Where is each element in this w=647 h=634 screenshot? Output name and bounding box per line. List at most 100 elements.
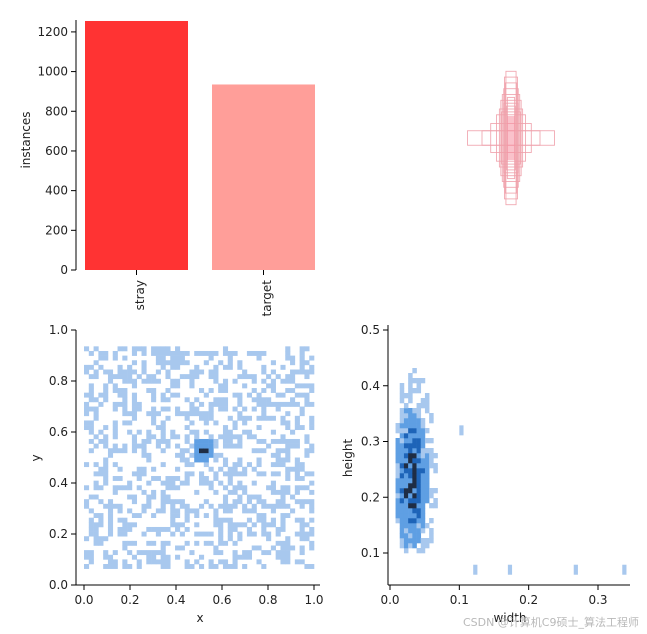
- xy-density-cell: [285, 425, 291, 431]
- xy-density-cell: [222, 462, 229, 468]
- xy-density-cell: [103, 476, 109, 481]
- wh-density-cell: [420, 443, 426, 449]
- wh-density-cell: [416, 468, 422, 474]
- wh-density-cell: [408, 463, 413, 469]
- xy-density-cell: [275, 392, 281, 398]
- xy-density-cell: [122, 406, 128, 412]
- xy-density-cell: [88, 508, 94, 514]
- xy-density-cell: [237, 471, 243, 477]
- xy-density-cell: [122, 392, 128, 398]
- xy-density-cell: [270, 415, 276, 421]
- xy-density-cell: [179, 499, 185, 505]
- wh-density-cell: [412, 478, 417, 484]
- xy-density-cell: [88, 554, 94, 560]
- xy-density-cell: [179, 360, 185, 366]
- wh-density-cell: [412, 518, 417, 524]
- xy-density-cell: [242, 503, 248, 509]
- xy-density-cell: [290, 466, 296, 472]
- xy-density-cell: [285, 411, 291, 417]
- xy-density-cell: [285, 536, 291, 542]
- xy-density-cell: [242, 429, 248, 435]
- xy-density-cell: [93, 522, 99, 528]
- wh-density-cell: [399, 528, 405, 534]
- xy-density-cell: [151, 388, 157, 393]
- xy-density-cell: [184, 350, 190, 356]
- xy-density-cell: [88, 392, 94, 398]
- xy-density-cell: [170, 513, 176, 519]
- xy-density-cell: [237, 554, 243, 560]
- xy-density-cell: [299, 503, 305, 509]
- xy-density-cell: [203, 531, 209, 537]
- xy-density-cell: [213, 350, 219, 356]
- xy-density-cell: [103, 392, 109, 398]
- xy-density-cell: [131, 434, 138, 440]
- xy-density-cell: [146, 494, 152, 500]
- xy-density-cell: [237, 401, 243, 407]
- wh-y-tick-label: 0.4: [361, 379, 380, 393]
- xy-density-cell: [88, 388, 94, 393]
- xy-density-cell: [218, 466, 224, 472]
- xy-density-cell: [309, 364, 315, 370]
- xy-density-cell: [93, 397, 99, 403]
- wh-density-cell: [399, 408, 405, 414]
- xy-density-cell: [103, 369, 109, 375]
- xy-density-cell: [88, 448, 94, 454]
- xy-density-cell: [151, 466, 157, 472]
- xy-density-cell: [256, 355, 262, 361]
- xy-density-cell: [275, 503, 281, 509]
- xy-density-cell: [213, 397, 219, 403]
- wh-density-cell: [412, 408, 417, 414]
- xy-density-cell: [232, 350, 238, 356]
- wh-density-cell: [424, 543, 430, 549]
- xy-density-cell: [227, 434, 233, 440]
- wh-density-cell: [412, 468, 417, 474]
- xy-density-cell: [227, 360, 233, 366]
- xy-density-cell: [88, 531, 94, 537]
- xy-density-cell: [290, 397, 296, 403]
- xy-density-cell: [179, 350, 185, 356]
- xy-density-cell: [122, 388, 128, 393]
- xy-density-cell: [208, 374, 214, 380]
- xy-density-cell: [299, 462, 305, 468]
- wh-outlier-cell: [473, 564, 478, 575]
- xy-density-cell: [304, 397, 310, 403]
- xy-density-cell: [117, 526, 123, 532]
- wh-density-cell: [412, 448, 417, 454]
- xy-density-cell: [246, 434, 253, 440]
- xy-density-cell: [122, 346, 128, 352]
- xy-density-cell: [280, 540, 286, 546]
- xy-density-cell: [237, 457, 243, 463]
- wh-x-tick-label: 0.2: [519, 593, 538, 607]
- xy-density-cell: [242, 383, 248, 389]
- wh-density-cell: [412, 418, 417, 424]
- wh-density-cell: [429, 538, 434, 544]
- xy-density-cell: [199, 452, 205, 458]
- xy-density-cell: [184, 374, 190, 380]
- wh-density-cell: [412, 453, 417, 459]
- xy-density-cell: [151, 392, 157, 398]
- xy-density-cell: [127, 485, 133, 491]
- xy-y-tick-label: 0.4: [49, 476, 68, 490]
- wh-density-cell: [420, 458, 426, 464]
- wh-density-cell: [416, 383, 422, 389]
- xy-density-cell: [170, 378, 176, 384]
- xy-density-cell: [127, 480, 133, 486]
- xy-density-cell: [107, 452, 114, 458]
- wh-density-cell: [395, 478, 401, 484]
- xy-density-cell: [155, 508, 161, 514]
- xy-density-cell: [194, 513, 200, 519]
- xy-density-cell: [98, 438, 104, 444]
- xy-density-cell: [84, 503, 90, 509]
- wh-density-cell: [416, 538, 422, 544]
- wh-density-cell: [408, 478, 413, 484]
- wh-density-cell: [416, 503, 422, 509]
- xy-density-cell: [203, 415, 209, 421]
- xy-density-cell: [290, 355, 296, 361]
- xy-density-cell: [275, 471, 281, 477]
- wh-density-cell: [395, 468, 401, 474]
- wh-density-cell: [416, 453, 422, 459]
- xy-density-cell: [218, 480, 224, 486]
- xy-density-cell: [256, 499, 262, 505]
- xy-density-cell: [88, 420, 94, 426]
- xy-density-cell: [222, 457, 229, 463]
